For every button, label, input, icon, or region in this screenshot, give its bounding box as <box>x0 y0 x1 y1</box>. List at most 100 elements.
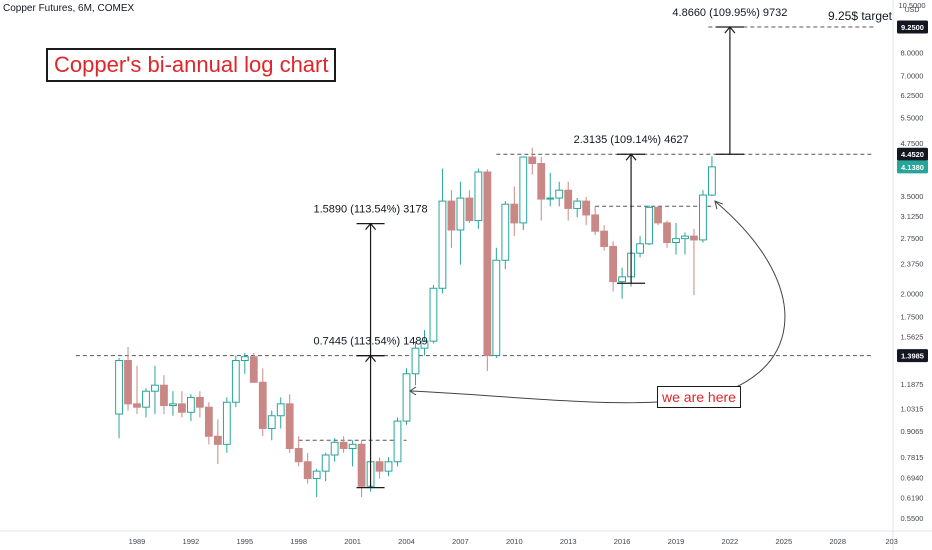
price-label-2: 4.1380 <box>897 160 928 174</box>
candle-body <box>582 200 591 216</box>
y-tick-11: 2.3750 <box>901 260 924 269</box>
candle-16 <box>258 368 267 437</box>
y-tick-12: 2.7500 <box>901 234 924 243</box>
x-tick-7: 2010 <box>506 537 523 546</box>
candle-13 <box>231 355 240 408</box>
candle-5 <box>160 375 168 414</box>
y-tick-19: 6.2500 <box>901 91 924 100</box>
x-tick-11: 2022 <box>722 537 739 546</box>
candles <box>115 147 716 498</box>
candle-body <box>708 166 716 196</box>
candle-body <box>501 203 510 261</box>
x-tick-6: 2007 <box>452 537 469 546</box>
candle-23 <box>321 452 330 482</box>
candle-64 <box>690 228 698 296</box>
candle-54 <box>600 225 609 251</box>
candle-9 <box>195 391 204 418</box>
candle-body <box>357 443 366 487</box>
time-axis[interactable]: 1989 1992 1995 1998 2001 2004 2007 2010 2013 2016… <box>0 530 932 546</box>
candle-11 <box>213 419 222 465</box>
candle-body <box>178 403 186 413</box>
candle-body <box>609 245 618 283</box>
candle-body <box>690 235 698 241</box>
candle-58 <box>636 236 644 258</box>
y-tick-2: 0.6940 <box>901 474 924 483</box>
y-tick-4: 0.9065 <box>901 427 924 436</box>
candle-61 <box>663 220 671 248</box>
x-tick-14: 203 <box>885 537 898 546</box>
candle-6 <box>169 391 177 416</box>
price-axis[interactable]: 0.5500 0.6190 0.6940 0.7815 0.9065 1.0315 1.18… <box>892 0 928 550</box>
candle-body <box>546 197 555 200</box>
candle-body <box>204 406 213 437</box>
candle-body <box>231 360 240 403</box>
candle-52 <box>582 197 591 226</box>
chart-title-box: Copper's bi-annual log chart <box>46 48 337 82</box>
candle-26 <box>348 440 357 467</box>
candle-4 <box>151 365 159 414</box>
measure-label: 4.8660 (109.95%) 9732 <box>672 7 787 19</box>
candle-60 <box>654 206 662 226</box>
candle-59 <box>645 205 653 246</box>
y-tick-13: 3.1250 <box>901 212 924 221</box>
candle-body <box>339 441 348 450</box>
candle-21 <box>303 452 312 484</box>
x-tick-2: 1995 <box>236 537 253 546</box>
candle-body <box>555 189 564 199</box>
x-tick-4: 2001 <box>344 537 361 546</box>
candle-body <box>510 203 519 224</box>
candle-body <box>573 200 582 209</box>
candle-8 <box>187 394 195 422</box>
candle-body <box>133 403 141 408</box>
candle-63 <box>681 232 689 255</box>
candle-44 <box>510 186 519 237</box>
candle-body <box>258 381 267 430</box>
candle-66 <box>708 156 716 197</box>
candle-15 <box>249 352 258 383</box>
svg-text:4.1380: 4.1380 <box>901 163 924 172</box>
candle-body <box>151 384 159 392</box>
we-are-here-note: we are here <box>657 386 741 408</box>
candle-47 <box>537 157 546 221</box>
candle-body <box>393 420 402 463</box>
candle-body <box>645 206 653 245</box>
candle-body <box>663 222 671 244</box>
candle-17 <box>267 410 276 441</box>
candle-40 <box>474 168 483 229</box>
measure-label: 2.3135 (109.14%) 4627 <box>574 134 689 146</box>
candle-body <box>699 194 707 241</box>
price-label-3: 1.3985 <box>897 349 928 363</box>
candle-50 <box>564 181 573 221</box>
candle-33 <box>411 341 420 386</box>
candle-51 <box>573 198 582 218</box>
candle-35 <box>429 284 438 344</box>
candle-body <box>213 435 222 445</box>
x-tick-3: 1998 <box>290 537 307 546</box>
candle-38 <box>456 181 465 265</box>
y-tick-0: 0.5500 <box>901 514 924 523</box>
candle-body <box>321 454 330 472</box>
measure-1: 1.5890 (113.54%) 3178 <box>313 204 428 357</box>
y-tick-8: 1.5625 <box>901 332 924 341</box>
candle-20 <box>294 436 303 467</box>
candle-body <box>474 171 483 222</box>
price-label-0: 9.2500 <box>897 20 928 34</box>
y-tick-6: 1.1875 <box>901 380 924 389</box>
candle-1 <box>124 346 132 411</box>
price-label-1: 4.4520 <box>897 147 928 161</box>
candle-body <box>519 156 528 224</box>
candle-3 <box>142 388 150 418</box>
y-tick-9: 1.7500 <box>901 313 924 322</box>
svg-text:9.2500: 9.2500 <box>901 23 924 32</box>
candle-body <box>447 200 456 231</box>
dashed-levels <box>75 26 874 441</box>
candle-10 <box>204 402 213 445</box>
candle-42 <box>492 247 501 358</box>
candle-30 <box>384 457 393 477</box>
y-tick-24: USD <box>905 7 920 14</box>
symbol-header: Copper Futures, 6M, COMEX <box>3 3 135 14</box>
y-tick-1: 0.6190 <box>901 493 924 502</box>
candle-body <box>240 356 249 362</box>
svg-text:4.4520: 4.4520 <box>901 150 924 159</box>
